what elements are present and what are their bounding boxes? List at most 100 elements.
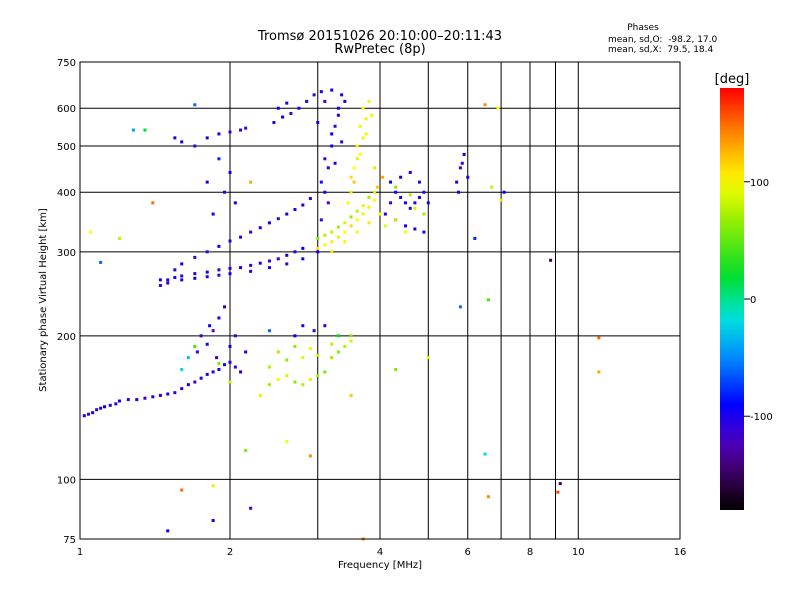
echo-point xyxy=(490,185,494,189)
echo-point xyxy=(158,393,162,397)
x-axis-label: Frequency [MHz] xyxy=(338,560,422,571)
echo-point xyxy=(228,272,232,276)
x-tick-label: 1 xyxy=(77,547,83,558)
echo-point xyxy=(301,203,305,207)
echo-point xyxy=(333,161,337,165)
echo-point xyxy=(89,230,93,234)
echo-point xyxy=(383,224,387,228)
y-tick-label: 75 xyxy=(63,535,76,546)
echo-point xyxy=(186,383,190,387)
echo-point xyxy=(326,166,330,170)
echo-point xyxy=(336,225,340,229)
echo-point xyxy=(355,157,359,161)
echo-point xyxy=(323,190,327,194)
echo-point xyxy=(330,230,334,234)
echo-point xyxy=(217,316,221,320)
echo-point xyxy=(336,106,340,110)
echo-point xyxy=(330,144,334,148)
echo-point xyxy=(249,180,253,184)
echo-point xyxy=(312,93,316,97)
echo-point xyxy=(319,90,323,94)
colorbar-ticks: 100 0 -100 xyxy=(744,178,773,423)
echo-point xyxy=(228,360,232,364)
colorbar-label: [deg] xyxy=(715,72,750,87)
echo-point xyxy=(373,166,377,170)
echo-point xyxy=(217,361,221,365)
echo-point xyxy=(205,136,209,140)
echo-point xyxy=(276,217,280,221)
colorbar-tick-label: 0 xyxy=(750,295,756,306)
echo-point xyxy=(239,235,243,239)
echo-point xyxy=(355,230,359,234)
echo-point xyxy=(244,448,248,452)
stats-header: Phases xyxy=(627,23,659,33)
axis-ticks: 1 2 4 6 8 10 16 75 100 200 300 400 500 600 750 xyxy=(57,58,686,558)
echo-point xyxy=(114,402,118,406)
y-tick-label: 300 xyxy=(57,248,76,259)
echo-point xyxy=(151,395,155,399)
echo-point xyxy=(103,405,107,409)
echo-point xyxy=(323,157,327,161)
echo-point xyxy=(312,329,316,333)
echo-point xyxy=(403,201,407,205)
echo-point xyxy=(349,215,353,219)
echo-point xyxy=(319,180,323,184)
echo-point xyxy=(301,383,305,387)
y-tick-label: 750 xyxy=(57,58,76,69)
echo-point xyxy=(205,270,209,274)
echo-point xyxy=(193,103,197,107)
echo-point xyxy=(355,218,359,222)
echo-point xyxy=(323,99,327,103)
echo-point xyxy=(285,374,289,378)
echo-point xyxy=(117,236,121,240)
echo-point xyxy=(131,128,135,132)
echo-point xyxy=(349,175,353,179)
echo-point xyxy=(180,140,184,144)
echo-point xyxy=(193,255,197,259)
echo-point xyxy=(301,246,305,250)
echo-point xyxy=(308,197,312,201)
echo-point xyxy=(316,246,320,250)
echo-point xyxy=(364,132,368,136)
echo-point xyxy=(483,452,487,456)
echo-point xyxy=(426,201,430,205)
echo-point xyxy=(193,344,197,348)
echo-point xyxy=(211,519,215,523)
echo-point xyxy=(417,180,421,184)
echo-point xyxy=(199,376,203,380)
echo-point xyxy=(375,185,379,189)
echo-point xyxy=(358,152,362,156)
echo-point xyxy=(205,180,209,184)
y-tick-label: 400 xyxy=(57,188,76,199)
echo-point xyxy=(355,144,359,148)
echo-point xyxy=(276,350,280,354)
y-tick-label: 100 xyxy=(57,475,76,486)
x-tick-label: 16 xyxy=(674,547,687,558)
echo-point xyxy=(233,201,237,205)
colorbar: [deg] 100 0 -100 xyxy=(715,72,773,510)
echo-point xyxy=(417,195,421,199)
echo-point xyxy=(373,190,377,194)
echo-point xyxy=(173,268,177,272)
echo-point xyxy=(267,383,271,387)
echo-point xyxy=(211,484,215,488)
echo-point xyxy=(180,387,184,391)
echo-point xyxy=(499,198,503,202)
echo-point xyxy=(267,259,271,263)
echo-point xyxy=(180,488,184,492)
echo-point xyxy=(330,88,334,92)
echo-point xyxy=(180,278,184,282)
echo-point xyxy=(228,130,232,134)
echo-point xyxy=(486,298,490,302)
echo-point xyxy=(195,350,199,354)
echo-point xyxy=(267,266,271,270)
echo-point xyxy=(399,175,403,179)
echo-point xyxy=(173,276,177,280)
echo-point xyxy=(285,212,289,216)
y-tick-label: 500 xyxy=(57,142,76,153)
echo-point xyxy=(186,356,190,360)
echo-point xyxy=(301,324,305,328)
echo-point xyxy=(180,262,184,266)
echo-point xyxy=(217,268,221,272)
